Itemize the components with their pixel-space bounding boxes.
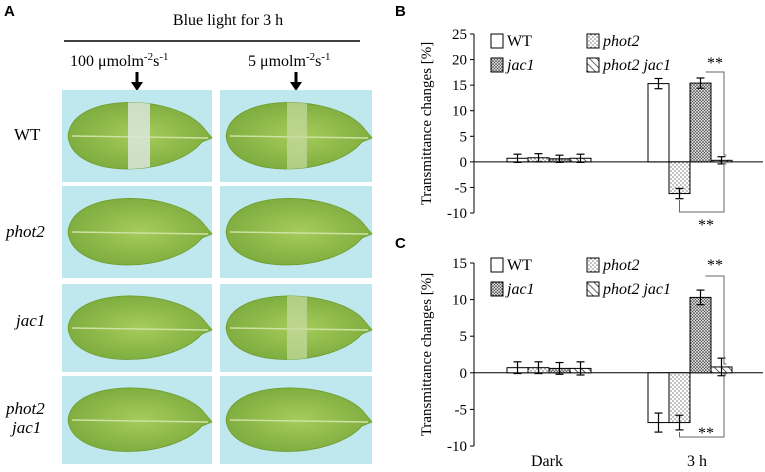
significance-stars: ** [707,55,723,72]
leaf-image [225,387,373,452]
x-category-label: Dark [531,453,563,470]
chart-panel-c: C 15 10 5 0 -5 -10 Transmittance changes [%] ** *… [395,235,763,470]
leaf-photo [220,376,373,464]
significance-bracket [705,71,727,156]
leaf-midrib [71,327,209,331]
leaf-photo [62,376,213,464]
legend-swatch [490,57,504,73]
y-tick-label: 0 [460,155,468,171]
legend-label: jac1 [505,57,535,74]
bar [689,296,712,374]
y-tick-label: -10 [447,439,467,455]
bar [647,83,670,163]
y-tick-label: 15 [452,256,467,272]
row-label-wt: WT [14,125,41,144]
row-label-phot2: phot2 [5,222,45,241]
legend-swatch [586,281,600,297]
significance-stars: ** [698,217,714,234]
leaf-photo-grid [62,90,373,464]
legend-label: phot2 [602,257,639,274]
y-axis-label: Transmittance changes [%] [419,273,435,437]
y-tick-label: 5 [460,129,468,145]
light-stripe [128,102,150,170]
leaf-midrib [71,231,209,235]
leaf-photo [220,284,373,372]
y-tick-label: 20 [452,53,467,69]
legend-swatch [490,281,504,297]
leaf-photo [62,90,213,182]
row-label-jac1: jac1 [14,311,45,330]
light-stripe [287,102,307,170]
legend-label: phot2 jac1 [602,281,671,298]
y-tick-label: -5 [455,402,468,418]
arrow-down-icon [131,72,143,91]
y-tick-label: 10 [452,293,467,309]
legend-swatch [490,33,504,49]
leaf-midrib [71,419,209,423]
leaf-midrib [229,231,369,235]
legend-label: jac1 [505,281,535,298]
legend-label: WT [507,257,532,274]
panel-letter: B [395,3,406,20]
legend-swatch [586,257,600,273]
significance-stars: ** [707,257,723,274]
y-axis-label: Transmittance changes [%] [419,42,435,206]
legend-label: phot2 jac1 [602,57,671,74]
row-label-phot2-jac1-line1: phot2 [5,399,45,418]
y-tick-label: 5 [460,329,468,345]
leaf-midrib [229,419,369,423]
leaf-photo [62,186,213,278]
light-stripe [287,295,307,360]
significance-bracket [705,275,727,365]
significance-bracket [679,373,727,438]
legend-label: phot2 [602,33,639,50]
legend-swatch [586,33,600,49]
significance-bracket [679,163,727,213]
leaf-image [67,198,213,266]
leaf-image [67,387,213,452]
bar [689,82,712,163]
y-tick-label: -10 [447,206,467,222]
leaf-image [67,295,213,360]
leaf-photo [62,284,213,372]
y-tick-label: -5 [455,180,468,196]
y-tick-label: 0 [460,366,468,382]
legend-swatch [490,257,504,273]
leaf-image [225,198,373,266]
legend-label: WT [507,33,532,50]
y-tick-label: 10 [452,104,467,120]
y-tick-label: 25 [452,27,467,43]
x-category-label: 3 h [687,453,707,470]
panel-letter: C [395,235,406,252]
panel-a-letter: A [4,3,15,20]
leaf-photo [220,90,373,182]
significance-stars: ** [698,425,714,442]
panel-a: A Blue light for 3 h 100 μmolm-2s-1 5 μm… [4,3,373,464]
legend-swatch [586,57,600,73]
row-label-phot2-jac1-line2: jac1 [10,418,41,437]
arrow-down-icon [290,72,302,91]
chart-panel-b: B 25 20 15 10 5 0 -5 -10 Transmittance changes [%… [395,3,763,234]
panel-a-header: Blue light for 3 h [173,12,283,29]
condition-label-high: 100 μmolm-2s-1 [70,51,169,70]
condition-label-low: 5 μmolm-2s-1 [248,51,331,70]
y-tick-label: 15 [452,78,467,94]
leaf-photo [220,186,373,278]
